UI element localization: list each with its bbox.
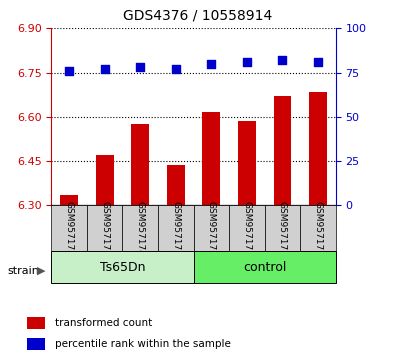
Text: GSM957178: GSM957178: [278, 201, 287, 256]
Bar: [167, 166, 184, 205]
Bar: [309, 92, 327, 205]
Point: [315, 59, 321, 65]
Point: [208, 61, 214, 67]
Text: transformed count: transformed count: [55, 318, 152, 327]
Text: GSM957179: GSM957179: [314, 201, 322, 256]
Bar: [51, 205, 87, 251]
Text: ▶: ▶: [37, 266, 46, 276]
Bar: [60, 195, 78, 205]
Bar: [87, 205, 122, 251]
Bar: [27, 338, 45, 350]
Point: [279, 57, 286, 63]
Bar: [122, 205, 158, 251]
Text: GSM957177: GSM957177: [243, 201, 251, 256]
Bar: [158, 205, 194, 251]
Bar: [96, 155, 114, 205]
Text: GSM957175: GSM957175: [171, 201, 180, 256]
Point: [173, 66, 179, 72]
Text: strain: strain: [8, 266, 40, 276]
Bar: [51, 251, 194, 283]
Text: GSM957174: GSM957174: [136, 201, 145, 256]
Bar: [265, 205, 300, 251]
Bar: [238, 121, 256, 205]
Bar: [27, 316, 45, 329]
Bar: [131, 124, 149, 205]
Text: percentile rank within the sample: percentile rank within the sample: [55, 339, 231, 349]
Text: Ts65Dn: Ts65Dn: [100, 261, 145, 274]
Point: [244, 59, 250, 65]
Text: GDS4376 / 10558914: GDS4376 / 10558914: [123, 9, 272, 23]
Text: GSM957176: GSM957176: [207, 201, 216, 256]
Text: control: control: [243, 261, 286, 274]
Text: GSM957173: GSM957173: [100, 201, 109, 256]
Point: [137, 64, 143, 70]
Point: [102, 66, 108, 72]
Bar: [194, 205, 229, 251]
Bar: [194, 251, 336, 283]
Bar: [274, 96, 292, 205]
Bar: [300, 205, 336, 251]
Bar: [229, 205, 265, 251]
Text: GSM957172: GSM957172: [65, 201, 73, 256]
Point: [66, 68, 72, 74]
Bar: [202, 112, 220, 205]
